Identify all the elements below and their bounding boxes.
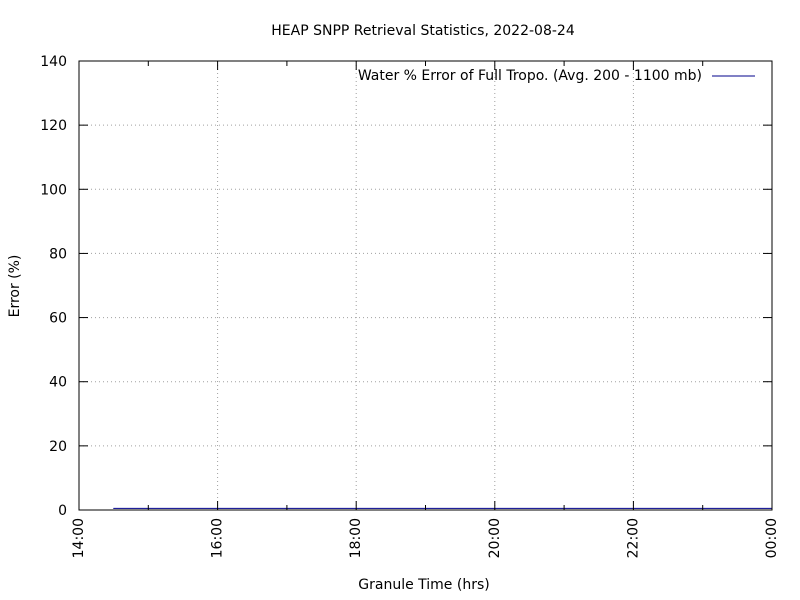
- y-tick-label-3: 60: [49, 311, 67, 327]
- y-tick-label-4: 80: [49, 246, 67, 262]
- series-layer: [113, 507, 773, 509]
- grid-lines: [79, 61, 772, 510]
- legend-label: Water % Error of Full Tropo. (Avg. 200 -…: [358, 68, 702, 84]
- tick-labels: 0 20 40 60 80 100 120 140 14:00 16:00 18:00 20:00 22…: [40, 54, 780, 558]
- x-tick-label-1: 16:00: [210, 518, 226, 558]
- x-tick-label-0: 14:00: [71, 518, 87, 558]
- y-tick-label-2: 40: [49, 375, 67, 391]
- tick-marks: [78, 60, 773, 511]
- series-0-point-0: [113, 507, 115, 509]
- y-tick-label-7: 140: [40, 54, 67, 70]
- plot-frame: [78, 60, 773, 511]
- x-tick-label-4: 22:00: [625, 518, 641, 558]
- x-tick-label-2: 18:00: [348, 518, 364, 558]
- y-tick-label-5: 100: [40, 182, 67, 198]
- legend: Water % Error of Full Tropo. (Avg. 200 -…: [358, 68, 755, 84]
- y-tick-label-0: 0: [58, 503, 67, 519]
- chart-title: HEAP SNPP Retrieval Statistics, 2022-08-…: [271, 23, 575, 39]
- y-tick-label-1: 20: [49, 439, 67, 455]
- y-axis-label: Error (%): [7, 255, 23, 318]
- x-tick-label-5: 00:00: [764, 518, 780, 558]
- y-tick-label-6: 120: [40, 118, 67, 134]
- x-axis-label: Granule Time (hrs): [358, 577, 489, 593]
- x-tick-label-3: 20:00: [487, 518, 503, 558]
